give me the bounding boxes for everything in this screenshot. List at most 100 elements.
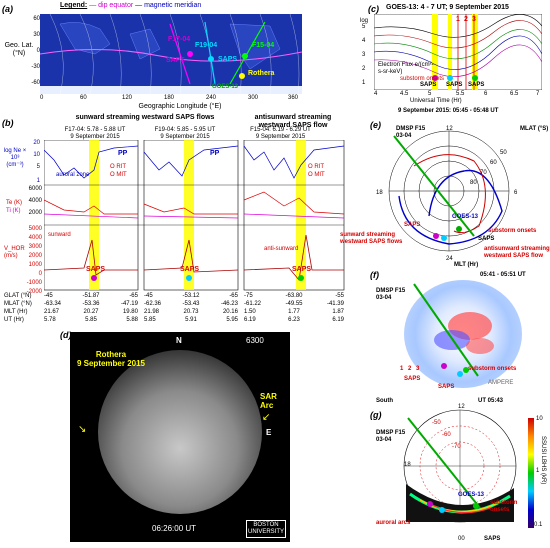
panel-c-xlabel: Universal Time (Hr): [410, 98, 462, 104]
c-saps-3: SAPS: [468, 82, 485, 88]
panel-a-xlabel: Geographic Longitude (°E): [138, 103, 222, 110]
panel-e-label: (e): [370, 120, 381, 130]
cb-tick-1: 1: [536, 468, 540, 474]
g-saps: SAPS: [484, 536, 501, 542]
f-num-2: 2: [408, 366, 412, 372]
sar-label: SAR Arc: [260, 392, 277, 410]
saps-label-1: SAPS: [166, 57, 186, 64]
sunward-label: sunward: [48, 232, 71, 238]
sar-arrow-icon: ↙: [262, 412, 271, 423]
onset-num-3: 3: [472, 16, 476, 23]
panel-e-title: 9 September 2015: 05:45 - 05:48 UT: [398, 108, 499, 114]
ampere-label: AMPERE: [488, 380, 514, 386]
ne-label: log Ne × 10³ (cm⁻³): [3, 148, 27, 168]
panel-d-label: (d): [60, 330, 72, 340]
g-mlt-18: 18: [404, 462, 411, 468]
group-antisunward: antisunward streaming westward SAPS flow: [254, 114, 332, 129]
bu-logo: BOSTON UNIVERSITY: [246, 520, 287, 538]
panel-f-dmsp: DMSP F15 03-04: [376, 288, 406, 301]
ring-80: 80: [470, 180, 477, 186]
g-mlt-00: 00: [458, 536, 465, 542]
mlt-18: 18: [376, 190, 383, 196]
mlt-6: 6: [514, 190, 518, 196]
track-f1504-label: F15-04: [252, 42, 275, 49]
mlt-24: 24: [446, 256, 453, 262]
g-ring-70: -70: [452, 444, 461, 450]
east-label: E: [266, 428, 272, 437]
saps-b-1: SAPS: [86, 266, 106, 273]
panel-e-mlat: MLAT (°S): [520, 126, 549, 132]
f-saps-2: SAPS: [438, 384, 455, 390]
te-label: Te (K): [6, 200, 23, 206]
colorbar-label: SSUSI LBHS (kR): [540, 436, 546, 485]
saps-b-2: SAPS: [180, 266, 200, 273]
ring-70: 70: [480, 170, 487, 176]
panel-b-label: (b): [2, 118, 14, 128]
panel-c-label: (c): [368, 4, 379, 14]
panel-e-dmsp: DMSP F15 03-04: [396, 126, 426, 139]
allsky-title: Rothera 9 September 2015: [76, 350, 146, 368]
col2-title: F19-04: 5.85 - 5.95 UT 9 September 2015: [154, 127, 216, 140]
e-saps-2: SAPS: [478, 236, 495, 242]
panel-f-label: (f): [370, 270, 379, 280]
saps-b-3: SAPS: [292, 266, 312, 273]
vhor-label: V_HOR (m/s): [4, 246, 25, 259]
auroral-zone-label: auroral zone: [56, 172, 90, 178]
legend-mag: magnetic meridian: [144, 2, 202, 9]
antisunward-label: anti-sunward: [264, 246, 299, 252]
g-onsets: substorm onsets: [490, 500, 518, 513]
e-goes: GOES-13: [452, 214, 479, 220]
world-map: F17-04 F19-04 F15-04 SAPS SAPS Rothera G…: [40, 14, 302, 94]
o-rit-label-1: O RIT: [110, 164, 126, 170]
g-arcs: auroral arcs: [376, 520, 411, 526]
ring-50: 50: [500, 150, 507, 156]
e-sunward: sunward streaming westward SAPS flows: [340, 232, 403, 245]
legend-title: Legend:: [60, 2, 88, 9]
g-mlt-12: 12: [458, 404, 465, 410]
panel-c-onsets: substorm onsets: [400, 76, 445, 82]
panel-c-xticks: 4 4.5 5 5.5 6 6.5 7: [374, 91, 540, 97]
track-f1704-label: F17-04: [168, 36, 191, 43]
col1-values: -45 -51.87 -65 -63.34 -53.36 -47.19 21.67 20.…: [44, 293, 138, 323]
f-num-1: 1: [400, 366, 404, 372]
panel-a-xticks: 0 60 120 180 240 300 360: [40, 95, 299, 101]
pp-label-1: PP: [118, 150, 128, 157]
e-saps: SAPS: [404, 222, 421, 228]
pp-label-2: PP: [210, 150, 220, 157]
panel-a-label: (a): [2, 4, 13, 14]
e-antisunward: antisunward streaming westward SAPS flow: [484, 246, 550, 259]
ti-label: Ti (K): [6, 208, 21, 214]
panel-g-south: South: [376, 398, 393, 404]
row-labels: GLAT (°N) MLAT (°N) MLT (Hr) UT (Hr): [4, 293, 32, 323]
f-saps: SAPS: [404, 376, 421, 382]
o-rit-label-2: O RIT: [308, 164, 324, 170]
panel-a-ylabel: Geo. Lat. (°N): [4, 42, 34, 57]
panel-g-label: (g): [370, 410, 382, 420]
group-sunward: sunward streaming westward SAPS flows: [75, 114, 215, 121]
wavelength-label: 6300: [246, 336, 264, 345]
g-goes: GOES-13: [458, 492, 485, 498]
goes-label: GOES-13: [212, 84, 239, 90]
legend: Legend: — dip equator — magnetic meridia…: [60, 2, 202, 9]
saps-label-2: SAPS: [218, 56, 238, 63]
colorbar: [528, 418, 534, 528]
goes-plot: [374, 14, 542, 90]
col1-title: F17-04: 5.78 - 5.88 UT 9 September 2015: [64, 127, 126, 140]
polar-plot-e: [388, 130, 510, 252]
panel-c-title: GOES-13: 4 - 7 UT; 9 September 2015: [386, 4, 509, 11]
ring-60: 60: [490, 160, 497, 166]
time-label: 06:26:00 UT: [152, 524, 197, 533]
panel-c-ylabel: log: [360, 18, 369, 24]
left-arrow-icon: ↘: [78, 424, 87, 435]
f-onsets: substorm onsets: [468, 366, 517, 372]
col2-values: -45 -53.12 -65 -62.36 -53.43 -46.23 21.98 20.…: [144, 293, 238, 323]
panel-g-dmsp: DMSP F15 03-04: [376, 430, 406, 443]
e-onsets: substorm onsets: [488, 228, 537, 234]
o-mit-label-2: O MIT: [308, 172, 325, 178]
c-saps-2: SAPS: [446, 82, 463, 88]
cb-tick-10: 10: [536, 416, 543, 422]
o-mit-label-1: O MIT: [110, 172, 127, 178]
g-ring-60: -60: [442, 432, 451, 438]
panel-b-plots: [44, 140, 345, 291]
g-ring-50: -50: [432, 420, 441, 426]
